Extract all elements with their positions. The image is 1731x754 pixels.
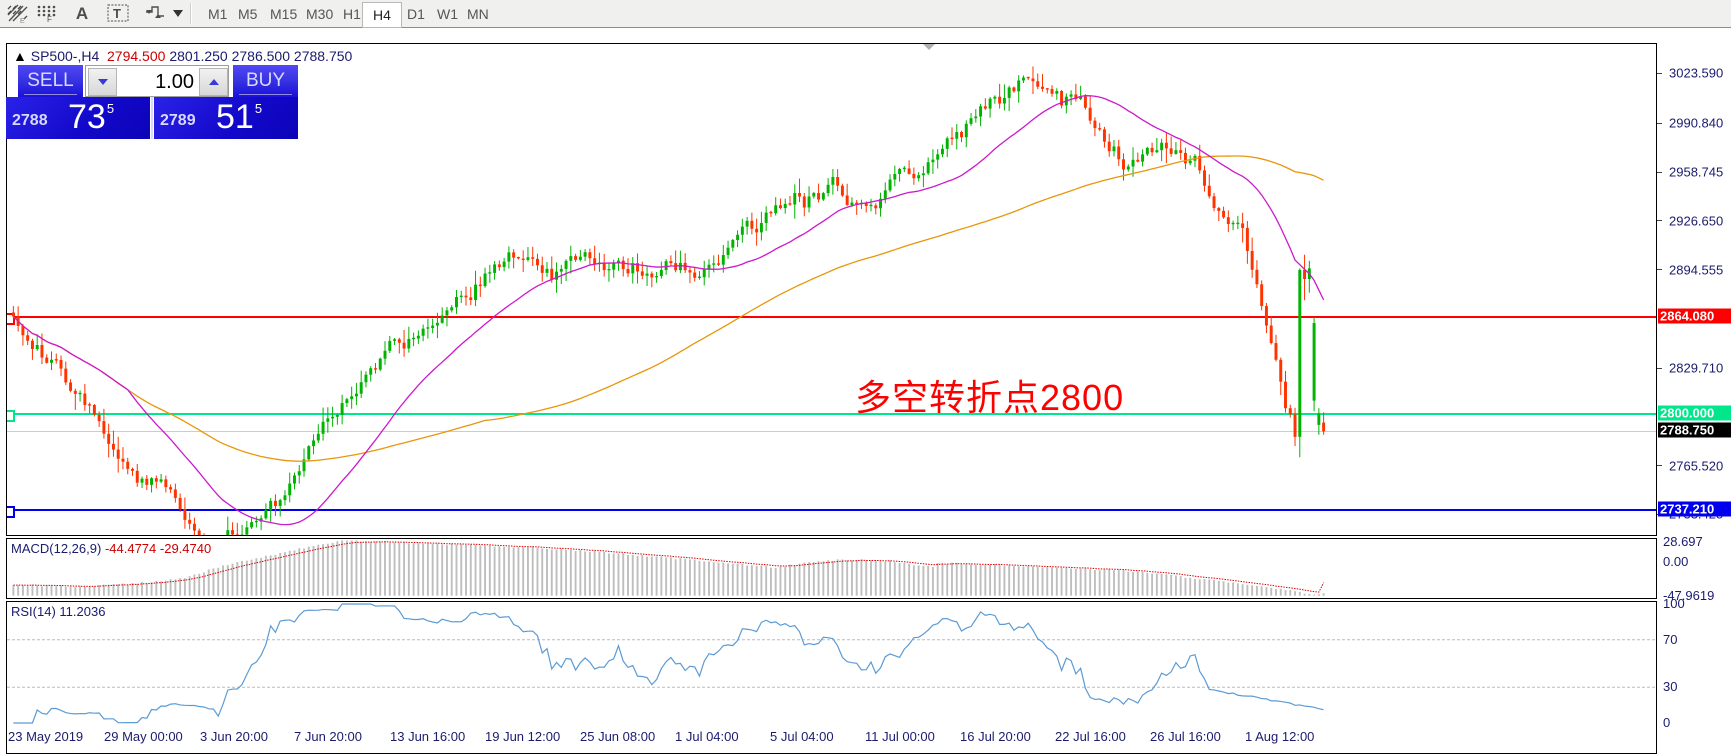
svg-text:E: E <box>20 18 25 24</box>
svg-text:F: F <box>47 15 52 23</box>
svg-text:T: T <box>113 6 121 21</box>
